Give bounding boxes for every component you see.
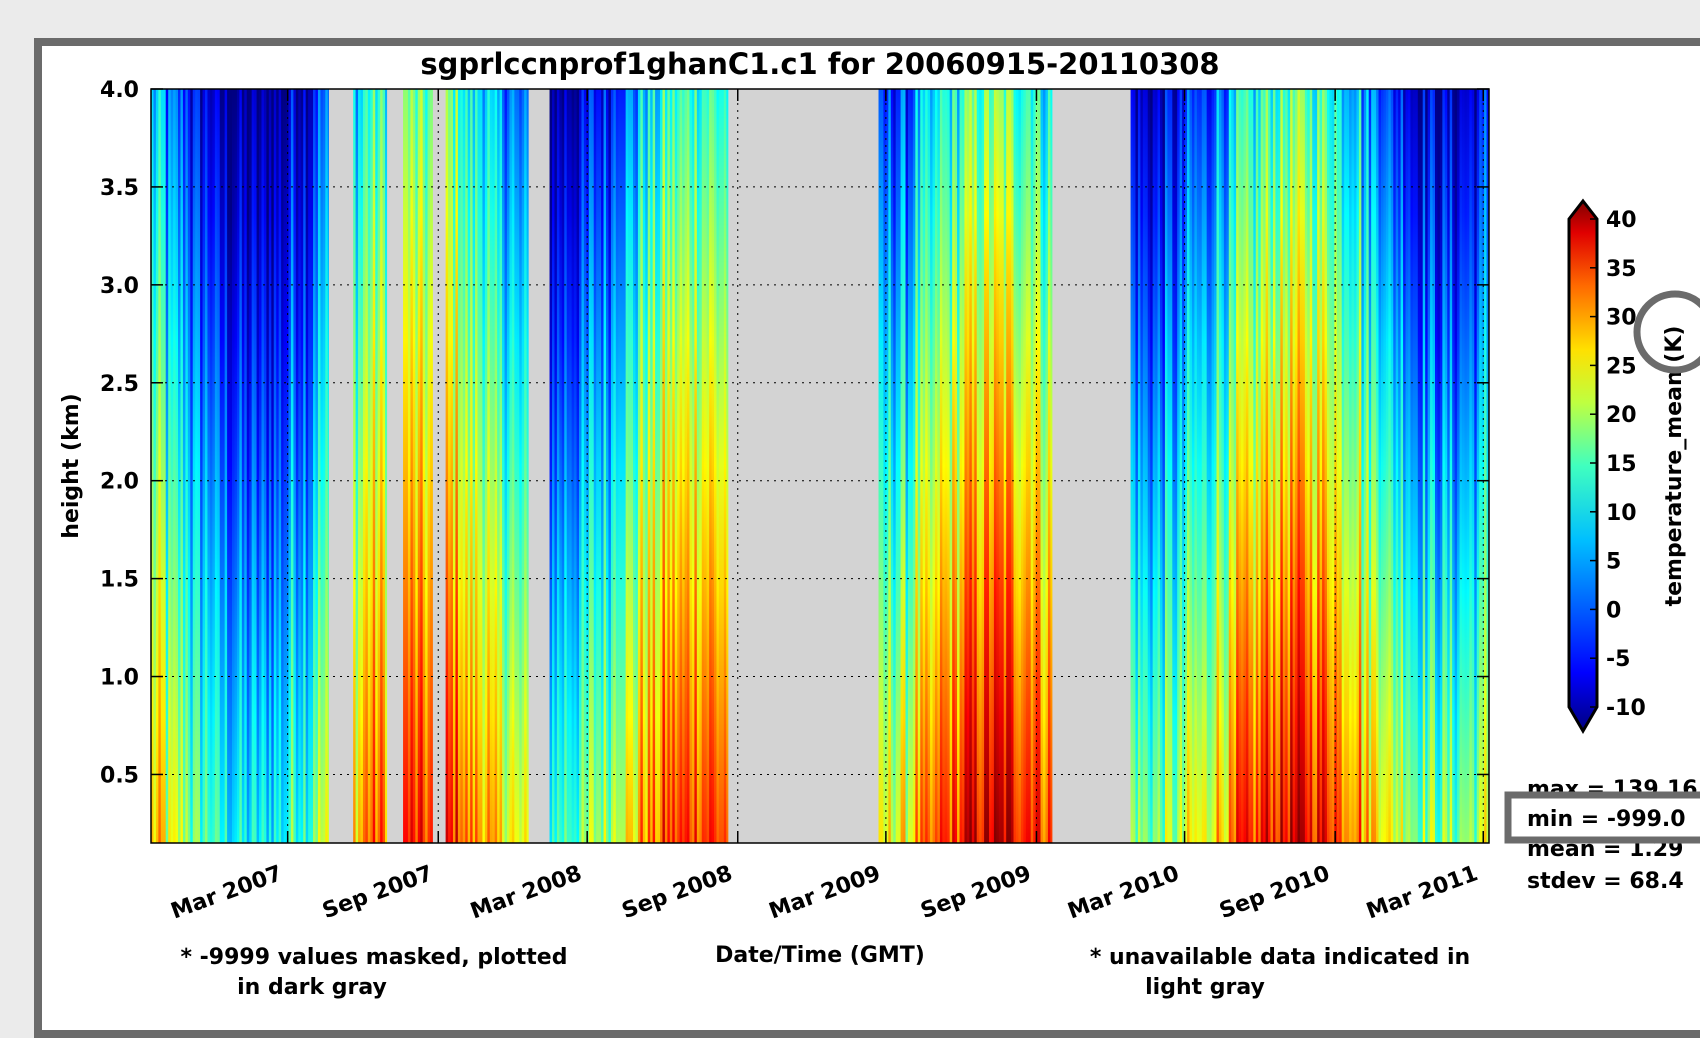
masked-note-line2: in dark gray [237, 975, 387, 1000]
y-tick-label: 2.5 [100, 372, 139, 397]
y-tick-label: 3.5 [100, 176, 139, 201]
unavailable-note-line1: * unavailable data indicated in [1090, 945, 1470, 970]
data-period-4 [549, 89, 729, 843]
stats-block: max = 139.16 min = -999.0 mean = 1.29 st… [1504, 777, 1700, 894]
y-tick-label: 0.5 [100, 763, 139, 788]
x-axis-label: Date/Time (GMT) [715, 943, 925, 968]
y-tick-label: 2.0 [100, 470, 139, 495]
colorbar-tick-label: 5 [1606, 550, 1621, 575]
x-tick-label: Sep 2010 [1216, 861, 1333, 924]
colorbar-tick-label: 15 [1606, 452, 1637, 477]
colorbar-tick-label: 20 [1606, 403, 1637, 428]
plot-border [150, 88, 1490, 844]
y-tick-label: 1.5 [100, 568, 139, 593]
colorbar-tick-label: 10 [1606, 501, 1637, 526]
colorbar-tick-label: 25 [1606, 354, 1637, 379]
colorbar-tick-label: 30 [1606, 306, 1637, 331]
data-period-3 [445, 89, 529, 843]
colorbar-tick-label: 40 [1606, 208, 1637, 233]
x-tick-label: Mar 2010 [1065, 861, 1183, 924]
x-tick-label: Mar 2007 [168, 861, 286, 924]
colorbar-tick-label: -10 [1606, 696, 1646, 721]
stat-stdev: stdev = 68.4 [1527, 869, 1684, 894]
data-period-6 [1130, 89, 1489, 843]
highlight-circle [1633, 290, 1700, 374]
y-tick-label: 3.0 [100, 274, 139, 299]
data-period-5 [878, 89, 1053, 843]
x-tick-label: Mar 2009 [766, 861, 884, 924]
min-highlight-box [1504, 791, 1700, 844]
masked-note-line1: * -9999 values masked, plotted [181, 945, 568, 970]
colorbar-tick-label: 0 [1606, 598, 1621, 623]
y-tick-label: 4.0 [100, 78, 139, 103]
data-period-1 [353, 89, 388, 843]
colorbar-bar [1567, 198, 1599, 734]
y-axis-label: height (km) [59, 393, 84, 538]
y-tick-label: 1.0 [100, 666, 139, 691]
x-tick-label: Mar 2008 [467, 861, 585, 924]
chart: sgprlccnprof1ghanC1.c1 for 20060915-2011… [59, 47, 1700, 1000]
data-period-2 [403, 89, 433, 843]
x-tick-label: Sep 2008 [619, 861, 736, 924]
x-tick-label: Mar 2011 [1363, 861, 1481, 924]
stat-min: min = -999.0 [1527, 807, 1686, 832]
x-tick-label: Sep 2007 [319, 861, 436, 924]
min-highlight-box-fill [1508, 795, 1700, 840]
unavailable-note-line2: light gray [1145, 975, 1265, 1000]
colorbar-tick-label: -5 [1606, 647, 1630, 672]
plot-area [150, 88, 1490, 844]
data-period-0 [151, 89, 329, 843]
chart-title: sgprlccnprof1ghanC1.c1 for 20060915-2011… [420, 47, 1219, 81]
colorbar-tick-label: 35 [1606, 257, 1637, 282]
x-tick-label: Sep 2009 [918, 861, 1035, 924]
